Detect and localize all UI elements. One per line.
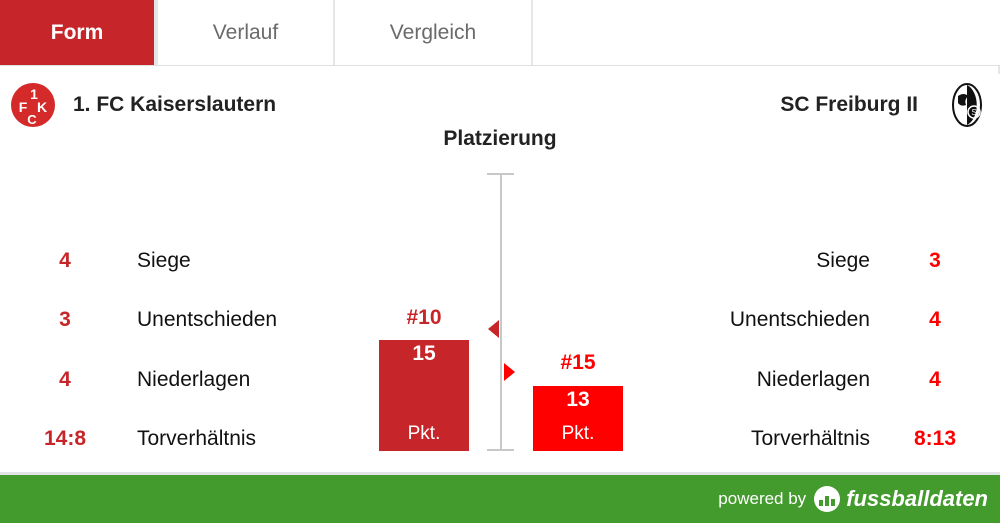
- tab-bar: Form Verlauf Vergleich: [0, 0, 1000, 66]
- svg-text:C: C: [27, 112, 37, 127]
- tab-verlauf[interactable]: Verlauf: [158, 0, 335, 65]
- home-draws-label: Unentschieden: [137, 308, 278, 331]
- home-goals-label: Torverhältnis: [137, 427, 257, 450]
- away-points-unit: Pkt.: [561, 423, 595, 444]
- away-team-header: SC Freiburg II S: [780, 82, 990, 128]
- svg-text:K: K: [37, 99, 47, 115]
- fck-crest-icon: 1 F K C: [11, 83, 55, 127]
- away-points: 13: [566, 388, 590, 411]
- powered-by-text: powered by: [718, 489, 807, 508]
- home-stat-wins: 4 Siege: [0, 246, 300, 276]
- away-stat-goals: Torverhältnis 8:13: [670, 424, 1000, 454]
- home-wins-value: 4: [59, 249, 71, 272]
- away-losses-value: 4: [929, 368, 941, 391]
- scf-crest-icon: S: [952, 83, 982, 127]
- away-draws-value: 4: [929, 308, 941, 331]
- away-stat-losses: Niederlagen 4: [670, 365, 1000, 395]
- ranking-axis: [500, 174, 502, 450]
- home-draws-value: 3: [59, 308, 71, 331]
- away-wins-value: 3: [929, 249, 941, 272]
- footer: powered by fussballdaten: [0, 475, 1000, 523]
- tab-bar-filler: [533, 0, 1000, 65]
- home-goals-value: 14:8: [43, 427, 87, 450]
- footer-divider: [0, 472, 1000, 475]
- away-rank: #15: [560, 351, 596, 374]
- home-points: 15: [412, 342, 436, 365]
- away-stat-draws: Unentschieden 4: [670, 305, 1000, 335]
- away-team-name: SC Freiburg II: [780, 93, 918, 116]
- away-stat-wins: Siege 3: [670, 246, 1000, 276]
- home-losses-label: Niederlagen: [137, 368, 251, 391]
- away-losses-label: Niederlagen: [756, 368, 870, 391]
- tab-vergleich[interactable]: Vergleich: [335, 0, 533, 65]
- home-points-unit: Pkt.: [407, 423, 441, 444]
- svg-text:S: S: [971, 108, 976, 117]
- home-stat-draws: 3 Unentschieden: [0, 305, 300, 335]
- away-points-bar: 13 Pkt.: [533, 386, 623, 451]
- home-stat-losses: 4 Niederlagen: [0, 365, 300, 395]
- fussballdaten-logo-icon: [814, 486, 841, 512]
- svg-text:F: F: [19, 99, 28, 115]
- axis-bottom-cap: [487, 449, 514, 451]
- home-rank-marker-icon: [488, 320, 499, 338]
- away-draws-label: Unentschieden: [729, 308, 870, 331]
- away-rank-marker-icon: [504, 363, 515, 381]
- home-stat-goals: 14:8 Torverhältnis: [0, 424, 300, 454]
- svg-text:1: 1: [30, 86, 38, 102]
- fussballdaten-brand-link[interactable]: fussballdaten: [846, 486, 988, 511]
- home-points-bar: 15 Pkt.: [379, 340, 469, 451]
- away-goals-label: Torverhältnis: [750, 427, 870, 450]
- section-title: Platzierung: [443, 127, 557, 150]
- home-rank: #10: [406, 306, 442, 329]
- home-losses-value: 4: [59, 368, 71, 391]
- tab-form[interactable]: Form: [0, 0, 158, 65]
- away-wins-label: Siege: [816, 249, 870, 272]
- away-goals-value: 8:13: [913, 427, 957, 450]
- divider: [998, 66, 1000, 74]
- home-team-header: 1 F K C 1. FC Kaiserslautern: [10, 82, 276, 128]
- home-wins-label: Siege: [137, 249, 191, 272]
- home-team-name: 1. FC Kaiserslautern: [73, 93, 277, 116]
